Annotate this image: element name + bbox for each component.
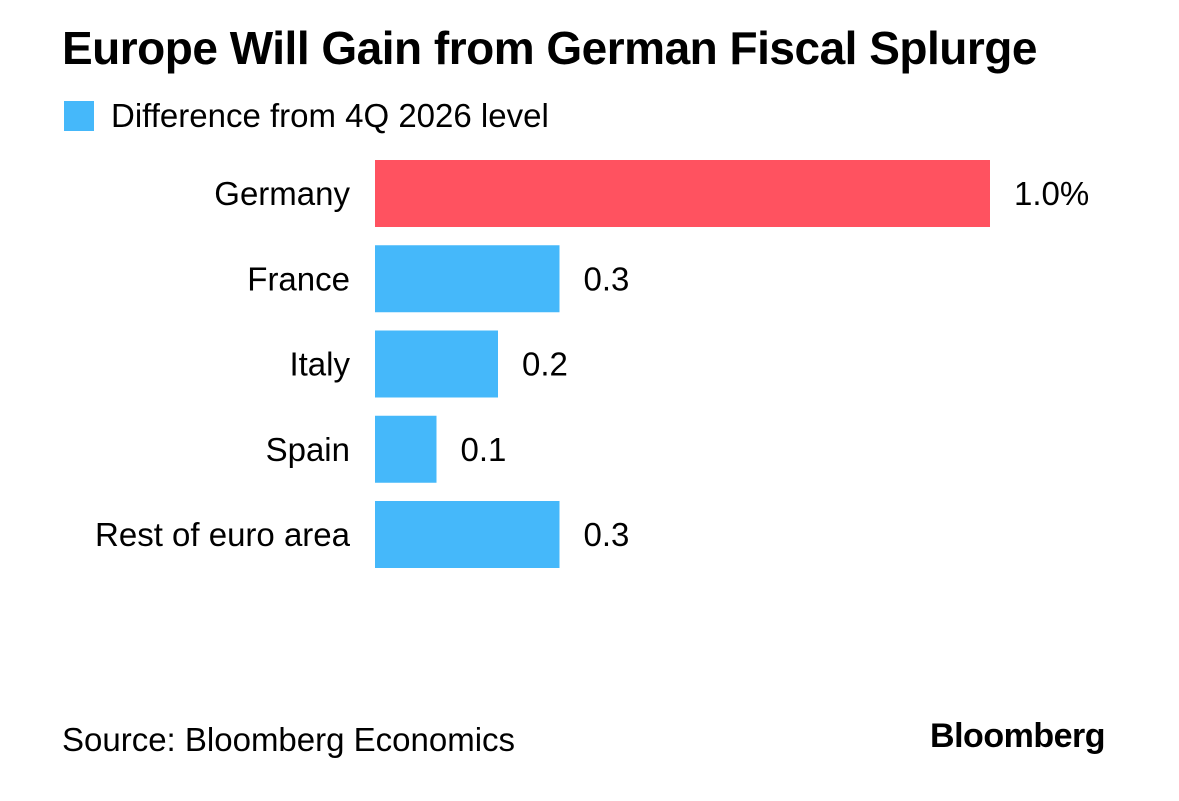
- category-label: Germany: [214, 175, 350, 212]
- category-label: Spain: [266, 431, 350, 468]
- category-label: France: [247, 260, 350, 297]
- chart-title: Europe Will Gain from German Fiscal Splu…: [62, 22, 1037, 74]
- category-label: Italy: [289, 346, 350, 383]
- legend-label: Difference from 4Q 2026 level: [111, 97, 549, 134]
- value-label: 1.0%: [1014, 175, 1089, 212]
- bar-italy: [375, 330, 498, 398]
- value-label: 0.1: [461, 431, 507, 468]
- bar-spain: [375, 415, 437, 483]
- brand-logo: Bloomberg: [930, 717, 1105, 755]
- value-label: 0.2: [522, 346, 568, 383]
- bar-rest-of-euro-area: [375, 501, 560, 568]
- bar-france: [375, 245, 560, 313]
- value-label: 0.3: [584, 260, 630, 297]
- bar-germany: [375, 160, 990, 227]
- legend-swatch: [64, 101, 94, 131]
- category-label: Rest of euro area: [95, 516, 351, 553]
- value-label: 0.3: [584, 516, 630, 553]
- source-note: Source: Bloomberg Economics: [62, 721, 516, 758]
- legend: Difference from 4Q 2026 level: [64, 96, 549, 136]
